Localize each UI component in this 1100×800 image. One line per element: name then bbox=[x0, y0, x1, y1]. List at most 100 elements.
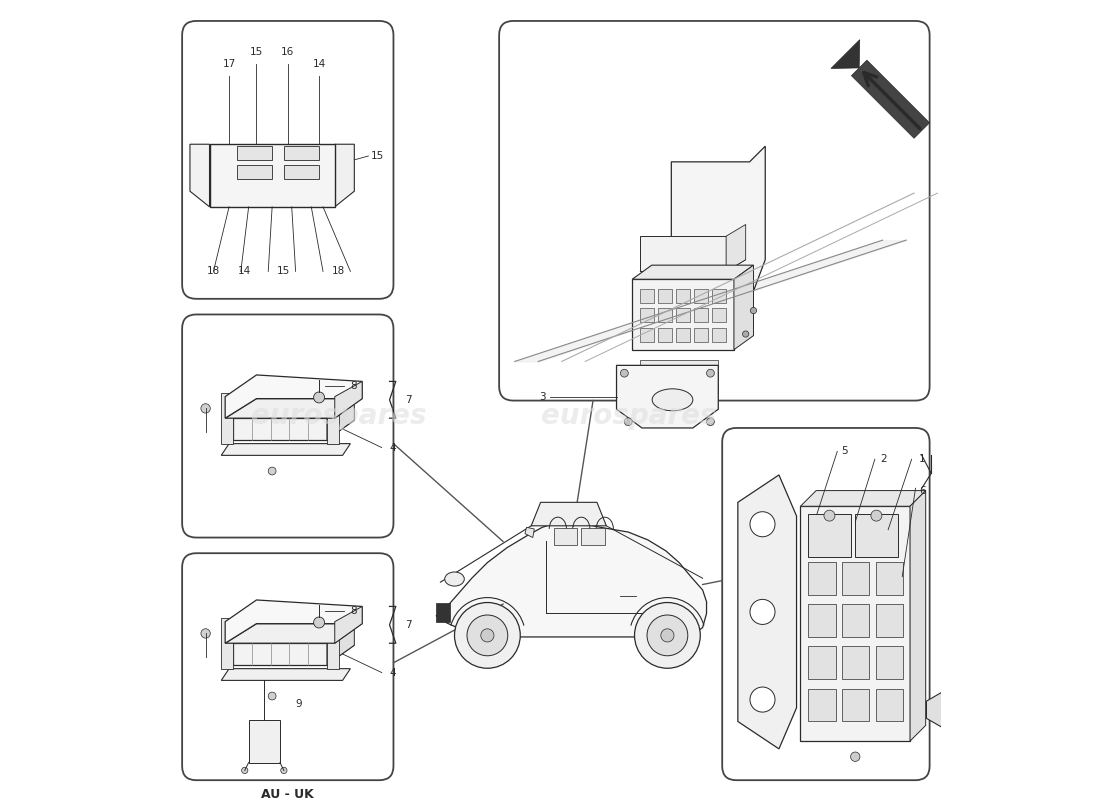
Bar bbox=[327, 393, 339, 444]
Bar bbox=[842, 604, 869, 637]
Text: 16: 16 bbox=[282, 47, 295, 58]
Bar bbox=[876, 689, 903, 722]
Bar bbox=[236, 166, 272, 179]
Text: 3: 3 bbox=[539, 392, 546, 402]
Polygon shape bbox=[209, 144, 334, 207]
Bar bbox=[694, 308, 708, 322]
Polygon shape bbox=[525, 527, 535, 538]
Circle shape bbox=[201, 629, 210, 638]
Circle shape bbox=[280, 767, 287, 774]
Text: eurospares: eurospares bbox=[540, 402, 716, 430]
Circle shape bbox=[750, 599, 776, 625]
Circle shape bbox=[750, 687, 776, 712]
Circle shape bbox=[468, 615, 508, 656]
Text: 2: 2 bbox=[880, 454, 887, 464]
Circle shape bbox=[454, 602, 520, 668]
Text: 1: 1 bbox=[920, 454, 926, 464]
Bar bbox=[808, 604, 836, 637]
Polygon shape bbox=[632, 265, 754, 279]
Text: 5: 5 bbox=[840, 446, 847, 457]
Bar bbox=[842, 689, 869, 722]
Bar bbox=[712, 308, 726, 322]
Text: 15: 15 bbox=[250, 47, 263, 58]
Bar bbox=[284, 166, 319, 179]
Circle shape bbox=[661, 629, 674, 642]
Text: 4: 4 bbox=[389, 442, 396, 453]
Circle shape bbox=[871, 510, 882, 521]
Ellipse shape bbox=[652, 389, 693, 410]
Polygon shape bbox=[926, 693, 956, 727]
Polygon shape bbox=[221, 444, 351, 455]
Circle shape bbox=[750, 307, 757, 314]
Bar bbox=[221, 618, 233, 669]
Text: 8: 8 bbox=[351, 606, 358, 616]
Text: 14: 14 bbox=[238, 266, 252, 277]
Circle shape bbox=[201, 404, 210, 413]
Polygon shape bbox=[640, 260, 746, 271]
Polygon shape bbox=[233, 418, 327, 440]
Bar bbox=[808, 689, 836, 722]
Bar bbox=[554, 528, 578, 546]
Bar bbox=[676, 328, 690, 342]
Bar bbox=[640, 360, 718, 370]
Bar bbox=[640, 236, 726, 271]
Bar bbox=[876, 604, 903, 637]
Ellipse shape bbox=[444, 572, 464, 586]
Circle shape bbox=[481, 629, 494, 642]
Circle shape bbox=[647, 615, 688, 656]
Polygon shape bbox=[327, 398, 354, 440]
Polygon shape bbox=[531, 502, 606, 526]
Text: AU - UK: AU - UK bbox=[262, 788, 315, 800]
Circle shape bbox=[620, 370, 628, 377]
Bar bbox=[640, 383, 718, 393]
Polygon shape bbox=[233, 420, 354, 440]
Bar bbox=[801, 506, 910, 741]
Circle shape bbox=[706, 418, 714, 426]
Circle shape bbox=[314, 392, 324, 403]
Bar bbox=[640, 289, 654, 302]
FancyBboxPatch shape bbox=[499, 21, 930, 401]
Polygon shape bbox=[327, 624, 354, 665]
Text: 15: 15 bbox=[277, 266, 290, 277]
Bar bbox=[249, 719, 280, 762]
Polygon shape bbox=[671, 146, 766, 322]
Bar bbox=[856, 514, 899, 557]
Polygon shape bbox=[226, 624, 362, 643]
Circle shape bbox=[635, 602, 701, 668]
Bar bbox=[284, 146, 319, 160]
Text: 7: 7 bbox=[405, 394, 411, 405]
FancyBboxPatch shape bbox=[183, 21, 394, 299]
Polygon shape bbox=[738, 475, 796, 749]
Polygon shape bbox=[437, 523, 706, 637]
Circle shape bbox=[824, 510, 835, 521]
Bar bbox=[808, 514, 851, 557]
Bar bbox=[842, 562, 869, 594]
Polygon shape bbox=[226, 600, 362, 643]
Bar bbox=[712, 289, 726, 302]
Bar bbox=[658, 308, 672, 322]
Bar bbox=[712, 328, 726, 342]
Text: 18: 18 bbox=[332, 266, 345, 277]
Circle shape bbox=[268, 467, 276, 475]
Bar bbox=[640, 308, 654, 322]
Bar bbox=[640, 372, 718, 381]
Circle shape bbox=[268, 692, 276, 700]
Bar bbox=[658, 328, 672, 342]
Polygon shape bbox=[334, 144, 354, 207]
Circle shape bbox=[850, 752, 860, 762]
Text: 9: 9 bbox=[296, 699, 303, 709]
Bar bbox=[581, 528, 605, 546]
Circle shape bbox=[242, 767, 248, 774]
Polygon shape bbox=[334, 606, 362, 643]
Bar bbox=[640, 328, 654, 342]
Circle shape bbox=[625, 418, 632, 426]
Polygon shape bbox=[726, 225, 746, 271]
Bar bbox=[808, 646, 836, 679]
Polygon shape bbox=[221, 669, 351, 680]
Text: 6: 6 bbox=[920, 486, 926, 495]
Circle shape bbox=[314, 617, 324, 628]
Bar bbox=[632, 279, 734, 350]
Bar bbox=[236, 146, 272, 160]
Bar bbox=[676, 308, 690, 322]
Polygon shape bbox=[910, 490, 926, 741]
